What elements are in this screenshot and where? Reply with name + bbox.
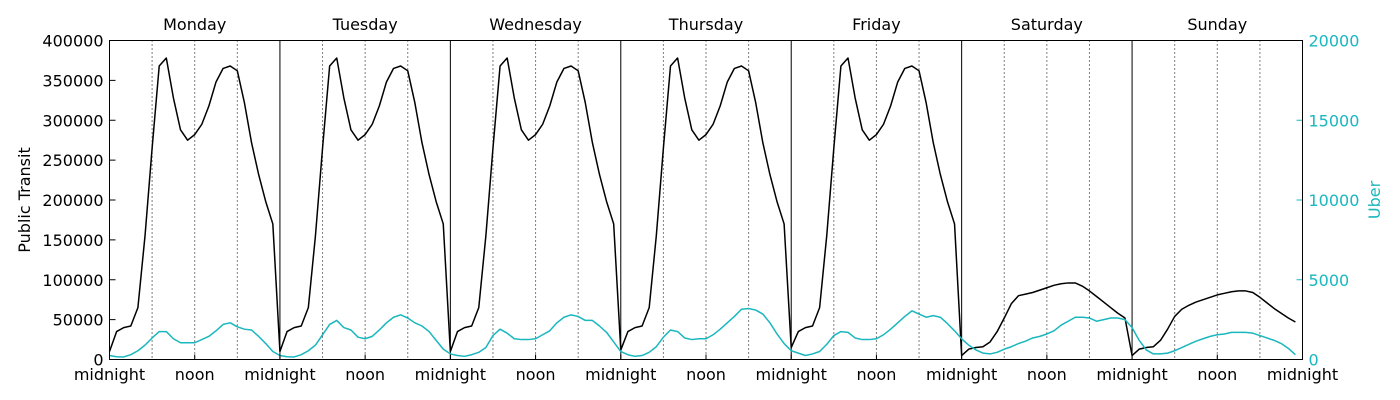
- y-left-tick-label: 250000: [42, 151, 103, 170]
- series-line-public-transit: [108, 57, 1296, 357]
- x-tick-label: noon: [1027, 365, 1067, 384]
- day-label-thursday: Thursday: [668, 15, 743, 34]
- y-left-tick-label: 300000: [42, 111, 103, 130]
- day-label-sunday: Sunday: [1187, 15, 1247, 34]
- y-left-tick-label: 200000: [42, 191, 103, 210]
- x-tick-label: noon: [516, 365, 556, 384]
- y-right-tick-label: 20000: [1309, 32, 1360, 51]
- y-left-tick-label: 100000: [42, 271, 103, 290]
- y-left-tick-label: 50000: [53, 311, 104, 330]
- y-left-tick-label: 350000: [42, 71, 103, 90]
- day-label-tuesday: Tuesday: [332, 15, 398, 34]
- y-left-tick-label: 0: [93, 351, 103, 370]
- x-tick-label: noon: [856, 365, 896, 384]
- day-label-friday: Friday: [852, 15, 901, 34]
- x-tick-label: midnight: [244, 365, 315, 384]
- x-tick-label: midnight: [585, 365, 656, 384]
- grid-lines: [151, 40, 1261, 360]
- plot-frame: [109, 40, 1303, 360]
- x-tick-label: midnight: [1096, 365, 1167, 384]
- x-tick-label: midnight: [1267, 365, 1338, 384]
- x-tick-label: midnight: [415, 365, 486, 384]
- x-tick-label: noon: [175, 365, 215, 384]
- y-right-tick-label: 0: [1309, 351, 1319, 370]
- left-axis: 0 50000 100000 150000 200000 250000 300000 3500…: [42, 32, 116, 370]
- day-label-wednesday: Wednesday: [489, 15, 582, 34]
- x-tick-label: midnight: [74, 365, 145, 384]
- y-right-tick-label: 10000: [1309, 191, 1360, 210]
- day-label-monday: Monday: [163, 15, 226, 34]
- y-right-tick-label: 15000: [1309, 111, 1360, 130]
- day-labels: Monday Tuesday Wednesday Thursday Friday Satu…: [163, 15, 1247, 34]
- y-left-tick-label: 400000: [42, 32, 103, 51]
- series-line-uber: [109, 307, 1296, 358]
- x-tick-label: midnight: [926, 365, 997, 384]
- x-tick-label: noon: [345, 365, 385, 384]
- series-lines: [108, 57, 1296, 358]
- x-tick-label: noon: [686, 365, 726, 384]
- y-axis-right-label: Uber: [1365, 180, 1384, 219]
- y-left-tick-label: 150000: [42, 231, 103, 250]
- x-axis: midnight noon midnight noon midnight noon midn…: [74, 354, 1338, 384]
- y-axis-left-label: Public Transit: [15, 147, 34, 252]
- day-label-saturday: Saturday: [1011, 15, 1083, 34]
- x-tick-label: midnight: [756, 365, 827, 384]
- y-right-tick-label: 5000: [1309, 271, 1350, 290]
- right-axis: 0 5000 10000 15000 20000: [1296, 32, 1360, 370]
- x-tick-label: noon: [1197, 365, 1237, 384]
